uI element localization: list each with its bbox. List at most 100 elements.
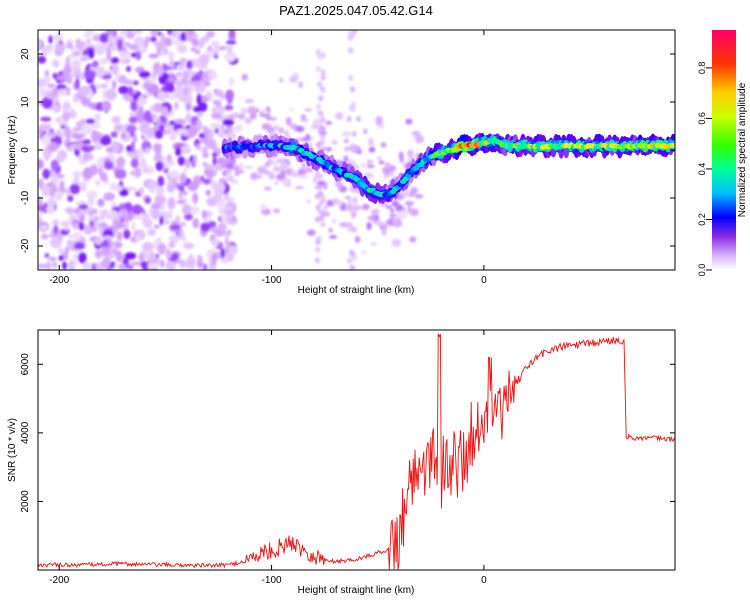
chart-title: PAZ1.2025.047.05.42.G14	[279, 3, 433, 18]
noise-cell	[41, 96, 53, 109]
noise-cell	[156, 65, 164, 77]
noise-cell	[346, 115, 352, 122]
noise-cell	[315, 246, 321, 253]
noise-cell	[147, 263, 159, 270]
noise-cell	[361, 250, 367, 255]
noise-cell	[132, 133, 138, 144]
noise-cell	[130, 141, 135, 153]
noise-cell	[49, 237, 62, 249]
noise-cell	[327, 147, 332, 152]
noise-cell	[366, 222, 372, 231]
noise-cell	[151, 208, 161, 220]
noise-cell	[192, 192, 199, 204]
noise-cell	[58, 247, 64, 254]
noise-cell	[110, 131, 118, 138]
noise-cell	[55, 41, 66, 53]
noise-cell	[64, 223, 69, 231]
noise-cell	[75, 77, 80, 90]
noise-cell	[315, 103, 321, 110]
noise-cell	[314, 169, 320, 176]
noise-cell	[174, 101, 179, 110]
noise-cell	[222, 118, 235, 126]
noise-cell	[211, 71, 218, 80]
noise-cell	[257, 166, 267, 174]
noise-cell	[210, 41, 220, 46]
noise-cell	[343, 138, 350, 143]
noise-cell	[352, 197, 358, 204]
x-tick-label: -200	[49, 575, 69, 586]
noise-cell	[336, 181, 344, 190]
noise-cell	[91, 263, 97, 270]
noise-cell	[44, 44, 54, 50]
noise-cell	[201, 146, 208, 156]
noise-cell	[225, 171, 230, 178]
noise-cell	[154, 195, 166, 206]
noise-cell	[153, 144, 162, 154]
noise-cell	[64, 65, 72, 75]
noise-cell	[57, 88, 68, 96]
noise-cell	[380, 142, 387, 148]
noise-cell	[53, 225, 59, 235]
noise-cell	[145, 147, 150, 154]
noise-cell	[98, 227, 103, 236]
noise-cell	[69, 212, 74, 224]
noise-cell	[38, 178, 45, 190]
noise-cell	[120, 133, 127, 139]
noise-cell	[155, 186, 165, 197]
noise-cell	[375, 115, 383, 125]
noise-cell	[267, 157, 273, 166]
noise-cell	[157, 31, 162, 37]
snr-panel: -200 -100 0 2000 4000 6000 Height of straight…	[7, 329, 676, 596]
noise-cell	[50, 184, 57, 190]
colorbar-tick-label: 0.4	[697, 163, 707, 176]
noise-cell	[299, 174, 309, 179]
noise-cell	[170, 224, 182, 231]
noise-cell	[131, 204, 143, 215]
noise-cell	[232, 126, 242, 133]
noise-cell	[314, 257, 320, 264]
noise-cell	[225, 162, 235, 170]
noise-cell	[138, 252, 146, 262]
noise-cell	[143, 110, 152, 123]
noise-cell	[144, 36, 151, 44]
noise-cell	[72, 170, 83, 178]
noise-cell	[209, 122, 221, 129]
noise-cell	[83, 226, 92, 235]
noise-cell	[213, 44, 220, 55]
noise-cell	[38, 55, 47, 64]
noise-cell	[176, 128, 187, 134]
noise-cell	[168, 170, 180, 179]
noise-cell	[139, 121, 149, 134]
spectrogram-xlabel: Height of straight line (km)	[298, 285, 415, 296]
noise-cell	[377, 124, 385, 129]
noise-cell	[176, 44, 188, 54]
noise-cell	[185, 112, 192, 123]
noise-cell	[166, 84, 175, 93]
noise-cell	[127, 86, 133, 96]
noise-cell	[214, 89, 224, 97]
noise-cell	[383, 174, 389, 179]
noise-cell	[349, 264, 355, 270]
colorbar-tick-label: 0.2	[697, 213, 707, 226]
noise-cell	[87, 47, 95, 59]
noise-cell	[398, 151, 404, 160]
noise-cell	[145, 250, 151, 261]
noise-cell	[113, 241, 123, 249]
noise-cell	[58, 40, 63, 45]
snr-xlabel: Height of straight line (km)	[298, 585, 415, 596]
noise-cell	[244, 165, 254, 169]
noise-cell	[56, 155, 61, 163]
noise-cell	[80, 181, 88, 192]
noise-cell	[62, 261, 67, 270]
noise-cell	[328, 227, 333, 233]
noise-cell	[224, 51, 237, 62]
noise-cell	[165, 260, 176, 270]
noise-cell	[268, 171, 275, 180]
noise-cell	[320, 116, 326, 123]
noise-cell	[392, 219, 397, 224]
colorbar-tick-label: 0.0	[697, 264, 707, 277]
noise-cell	[142, 241, 154, 252]
noise-cell	[288, 108, 294, 112]
noise-cell	[173, 118, 186, 124]
noise-cell	[200, 175, 205, 181]
